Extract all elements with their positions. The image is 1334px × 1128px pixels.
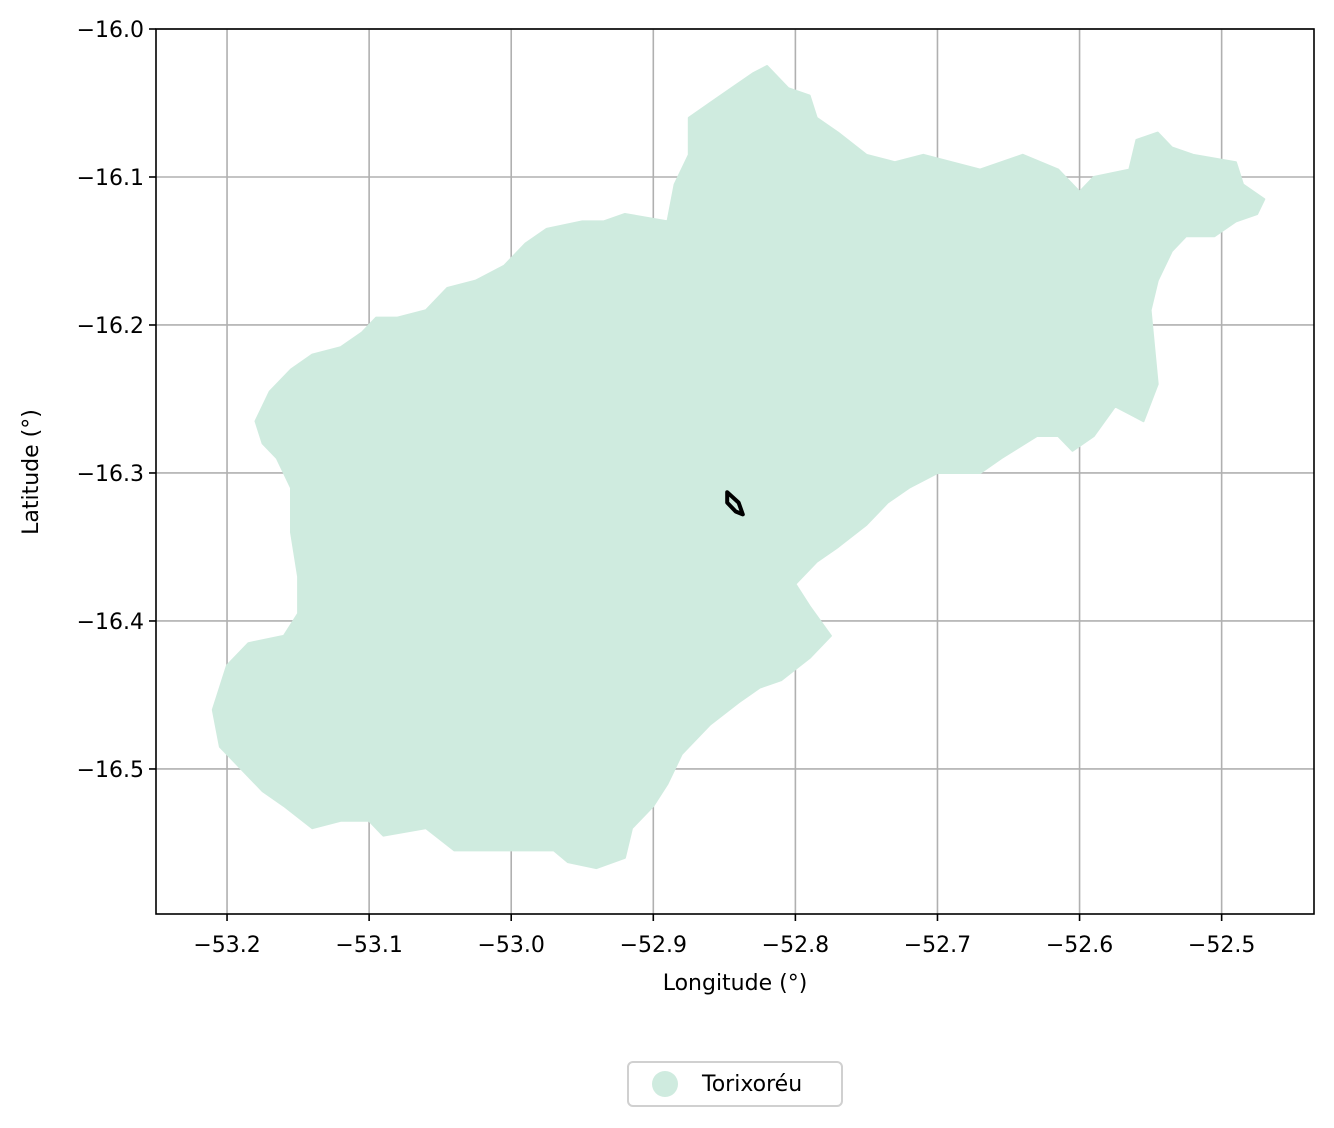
y-tick-label: −16.5 (77, 758, 144, 783)
x-tick-label: −52.8 (762, 933, 829, 958)
x-tick-label: −52.5 (1188, 933, 1255, 958)
x-axis-ticks: −53.2 −53.1 −53.0 −52.9 −52.8 −52.7 −52.6 −52.5 (193, 914, 1255, 958)
y-axis-label: Latitude (°) (19, 409, 44, 535)
x-tick-label: −53.0 (478, 933, 545, 958)
highlight-polygon (725, 490, 745, 517)
legend-label: Torixoréu (702, 1071, 803, 1097)
torixoreu-region (211, 65, 1266, 870)
highlight-layer (725, 490, 745, 517)
legend: Torixoréu (627, 1061, 843, 1107)
x-tick-label: −52.6 (1046, 933, 1113, 958)
x-tick-label: −53.1 (335, 933, 402, 958)
region-layer (211, 65, 1266, 870)
x-tick-label: −52.7 (904, 933, 971, 958)
y-axis-ticks: −16.0 −16.1 −16.2 −16.3 −16.4 −16.5 (77, 18, 156, 783)
plot-frame (155, 28, 1315, 915)
x-tick-label: −52.9 (620, 933, 687, 958)
y-tick-label: −16.1 (77, 166, 144, 191)
legend-swatch-icon (652, 1071, 678, 1097)
y-tick-label: −16.4 (77, 610, 144, 635)
y-tick-label: −16.2 (77, 314, 144, 339)
y-tick-label: −16.0 (77, 18, 144, 43)
x-axis-label: Longitude (°) (663, 971, 808, 996)
map-chart: −53.2 −53.1 −53.0 −52.9 −52.8 −52.7 −52.6 −52.5… (19, 18, 1315, 996)
y-tick-label: −16.3 (77, 462, 144, 487)
x-tick-label: −53.2 (193, 933, 260, 958)
